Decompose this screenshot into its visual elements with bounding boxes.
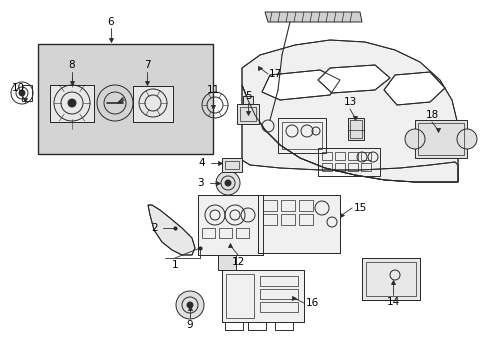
Bar — [224, 161, 239, 169]
Bar — [361, 258, 419, 300]
Bar — [224, 322, 243, 330]
Text: 2: 2 — [151, 223, 158, 233]
Bar — [258, 195, 339, 253]
Bar — [133, 86, 173, 122]
Bar — [247, 322, 265, 330]
Bar — [38, 44, 213, 154]
Polygon shape — [242, 40, 457, 182]
Bar — [334, 152, 345, 160]
Bar — [263, 214, 276, 225]
Bar — [347, 152, 357, 160]
Bar — [133, 86, 173, 122]
Bar — [198, 195, 263, 255]
Bar — [240, 107, 256, 121]
Text: 16: 16 — [305, 298, 318, 308]
Bar — [274, 322, 292, 330]
Bar — [222, 270, 304, 322]
Bar — [349, 120, 361, 138]
Text: 12: 12 — [231, 257, 244, 267]
Text: 17: 17 — [268, 69, 281, 79]
Bar — [360, 152, 370, 160]
Bar — [198, 195, 263, 255]
Text: 1: 1 — [171, 260, 178, 270]
Bar — [222, 158, 242, 172]
Bar — [281, 200, 294, 211]
Bar — [225, 274, 253, 318]
Polygon shape — [383, 72, 444, 105]
Bar — [414, 120, 466, 158]
Bar — [321, 163, 331, 171]
Text: 8: 8 — [68, 60, 75, 70]
Bar — [263, 200, 276, 211]
Text: 14: 14 — [386, 297, 399, 307]
Bar — [243, 96, 252, 104]
Text: 6: 6 — [107, 17, 114, 27]
Bar — [298, 214, 312, 225]
Bar — [417, 123, 463, 155]
Text: 4: 4 — [198, 158, 205, 168]
Bar — [347, 118, 363, 140]
Bar — [202, 228, 215, 238]
Bar — [260, 276, 297, 286]
Text: 7: 7 — [143, 60, 150, 70]
Circle shape — [404, 129, 424, 149]
Bar — [361, 258, 419, 300]
Bar — [222, 270, 304, 322]
Bar — [317, 148, 379, 176]
Bar — [360, 163, 370, 171]
Bar — [258, 195, 339, 253]
Bar — [281, 214, 294, 225]
Text: 15: 15 — [353, 203, 366, 213]
Circle shape — [19, 90, 25, 96]
Text: 13: 13 — [343, 97, 356, 107]
Bar — [236, 228, 248, 238]
Circle shape — [176, 291, 203, 319]
Circle shape — [224, 180, 230, 186]
Polygon shape — [262, 70, 339, 100]
Polygon shape — [242, 85, 457, 182]
Bar — [334, 163, 345, 171]
Text: 10: 10 — [11, 83, 24, 93]
Bar — [219, 228, 231, 238]
Text: 9: 9 — [186, 320, 193, 330]
Circle shape — [456, 129, 476, 149]
Bar — [260, 289, 297, 299]
Bar — [321, 152, 331, 160]
Bar — [260, 302, 297, 312]
Polygon shape — [264, 12, 361, 22]
Bar — [282, 122, 321, 149]
Circle shape — [216, 171, 240, 195]
Circle shape — [186, 302, 193, 308]
Text: 18: 18 — [425, 110, 438, 120]
Circle shape — [68, 99, 76, 107]
Polygon shape — [148, 205, 195, 255]
Bar — [237, 104, 259, 124]
Text: 11: 11 — [206, 85, 219, 95]
Bar — [298, 200, 312, 211]
Bar — [347, 163, 357, 171]
Bar — [365, 262, 415, 296]
Bar — [278, 118, 325, 153]
Bar — [22, 85, 32, 101]
Text: 3: 3 — [196, 178, 203, 188]
Polygon shape — [50, 85, 94, 122]
Bar — [218, 255, 236, 270]
Text: 5: 5 — [244, 91, 251, 101]
Polygon shape — [317, 65, 389, 93]
